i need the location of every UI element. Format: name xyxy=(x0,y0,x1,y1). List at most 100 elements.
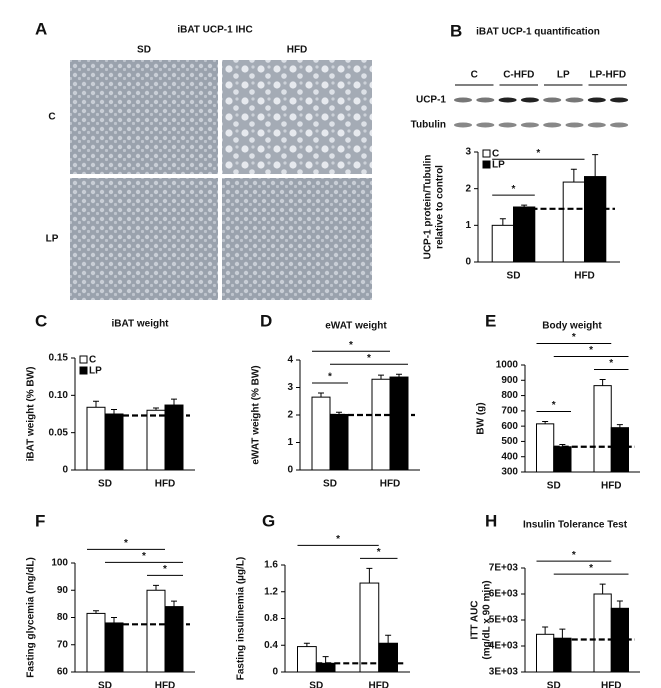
bar xyxy=(389,376,409,471)
blot-row-label: UCP-1 xyxy=(416,95,446,106)
y-tick-label: 2 xyxy=(287,410,293,421)
y-tick-label: 1 xyxy=(465,220,471,231)
error-bar xyxy=(592,154,599,177)
y-tick-label: 6E+03 xyxy=(489,589,519,600)
y-axis-label: BW (g) xyxy=(476,402,487,434)
y-tick-label: 0 xyxy=(287,465,293,476)
y-tick-label: 4E+03 xyxy=(489,641,519,652)
chart-title: Body weight xyxy=(542,321,602,332)
micrograph-image xyxy=(222,178,372,300)
significance-label: * xyxy=(552,400,556,411)
column-label: SD xyxy=(137,45,151,56)
y-tick-label: 600 xyxy=(501,421,518,432)
y-axis-label: eWAT weight (% BW) xyxy=(251,365,262,464)
panel-letter: D xyxy=(260,311,272,330)
lane-label: C xyxy=(471,70,478,81)
x-tick-label: SD xyxy=(309,681,323,688)
bar xyxy=(86,406,106,471)
significance-label: * xyxy=(572,332,576,343)
y-tick-label: 0.10 xyxy=(49,390,69,401)
x-tick-label: SD xyxy=(507,271,521,282)
error-bar xyxy=(153,584,159,591)
x-tick-label: SD xyxy=(98,681,112,688)
bar xyxy=(513,206,536,263)
y-tick-label: 0.8 xyxy=(264,613,278,624)
y-tick-label: 0.4 xyxy=(264,640,278,651)
blot-band xyxy=(543,97,562,103)
y-axis-label: iBAT weight (% BW) xyxy=(26,367,37,462)
blot-band xyxy=(520,97,539,103)
error-bar xyxy=(318,392,324,398)
error-bar xyxy=(385,634,392,644)
y-tick-label: 1.2 xyxy=(264,586,278,597)
bar xyxy=(536,633,555,673)
micrograph-image xyxy=(70,60,218,174)
legend-swatch xyxy=(482,160,491,169)
y-tick-label: 90 xyxy=(57,585,69,596)
panel-letter: B xyxy=(450,21,462,40)
y-tick-label: 300 xyxy=(501,467,518,478)
y-tick-label: 700 xyxy=(501,405,518,416)
error-bar xyxy=(111,617,117,623)
significance-label: * xyxy=(336,534,340,545)
legend-label: C xyxy=(89,355,96,366)
error-bar xyxy=(93,400,99,408)
y-tick-label: 0 xyxy=(272,667,278,678)
bar xyxy=(359,582,380,673)
significance-label: * xyxy=(328,372,332,383)
bar xyxy=(536,423,555,473)
chart-title: eWAT weight xyxy=(325,321,387,332)
y-axis-label: relative to control xyxy=(435,165,446,249)
bar xyxy=(104,413,124,471)
significance-label: * xyxy=(349,340,353,351)
error-bar xyxy=(559,628,566,639)
bar xyxy=(297,646,317,673)
blot-band xyxy=(498,122,517,128)
legend-swatch xyxy=(79,355,88,364)
row-label: C xyxy=(48,112,55,123)
error-bar xyxy=(542,421,549,424)
bar xyxy=(146,409,166,471)
error-bar xyxy=(521,204,528,207)
bar xyxy=(315,662,336,673)
bar xyxy=(329,413,349,471)
significance-label: * xyxy=(367,353,371,364)
error-bar xyxy=(303,642,310,647)
x-tick-label: HFD xyxy=(601,681,622,688)
lane-label: C-HFD xyxy=(503,70,534,81)
x-tick-label: HFD xyxy=(155,479,176,490)
bar xyxy=(553,446,572,473)
legend-swatch xyxy=(79,366,88,375)
y-tick-label: 3 xyxy=(287,382,293,393)
panel-letter: E xyxy=(485,311,496,330)
y-tick-label: 800 xyxy=(501,390,518,401)
blot-band xyxy=(454,97,472,103)
significance-label: * xyxy=(124,538,128,549)
bar xyxy=(164,606,184,673)
y-tick-label: 70 xyxy=(57,639,69,650)
x-tick-label: SD xyxy=(98,479,112,490)
bar xyxy=(311,396,331,471)
y-tick-label: 1 xyxy=(287,437,293,448)
y-tick-label: 7E+03 xyxy=(489,563,519,574)
significance-label: * xyxy=(163,564,167,575)
row-label: LP xyxy=(46,234,59,245)
y-tick-label: 400 xyxy=(501,451,518,462)
error-bar xyxy=(322,656,329,664)
y-tick-label: 3E+03 xyxy=(489,667,519,678)
error-bar xyxy=(599,379,606,386)
blot-band xyxy=(587,97,606,103)
significance-label: * xyxy=(512,184,516,195)
column-label: HFD xyxy=(287,45,308,56)
panel-letter: G xyxy=(262,511,275,530)
y-tick-label: 60 xyxy=(57,667,69,678)
panel-letter: F xyxy=(35,511,45,530)
blot-row-label: Tubulin xyxy=(411,120,446,131)
lane-label: LP xyxy=(557,70,570,81)
y-tick-label: 4 xyxy=(287,355,293,366)
panel-letter: H xyxy=(485,511,497,530)
legend-swatch xyxy=(482,149,491,158)
y-tick-label: 0 xyxy=(62,465,68,476)
chart-title: iBAT UCP-1 quantification xyxy=(476,27,600,38)
